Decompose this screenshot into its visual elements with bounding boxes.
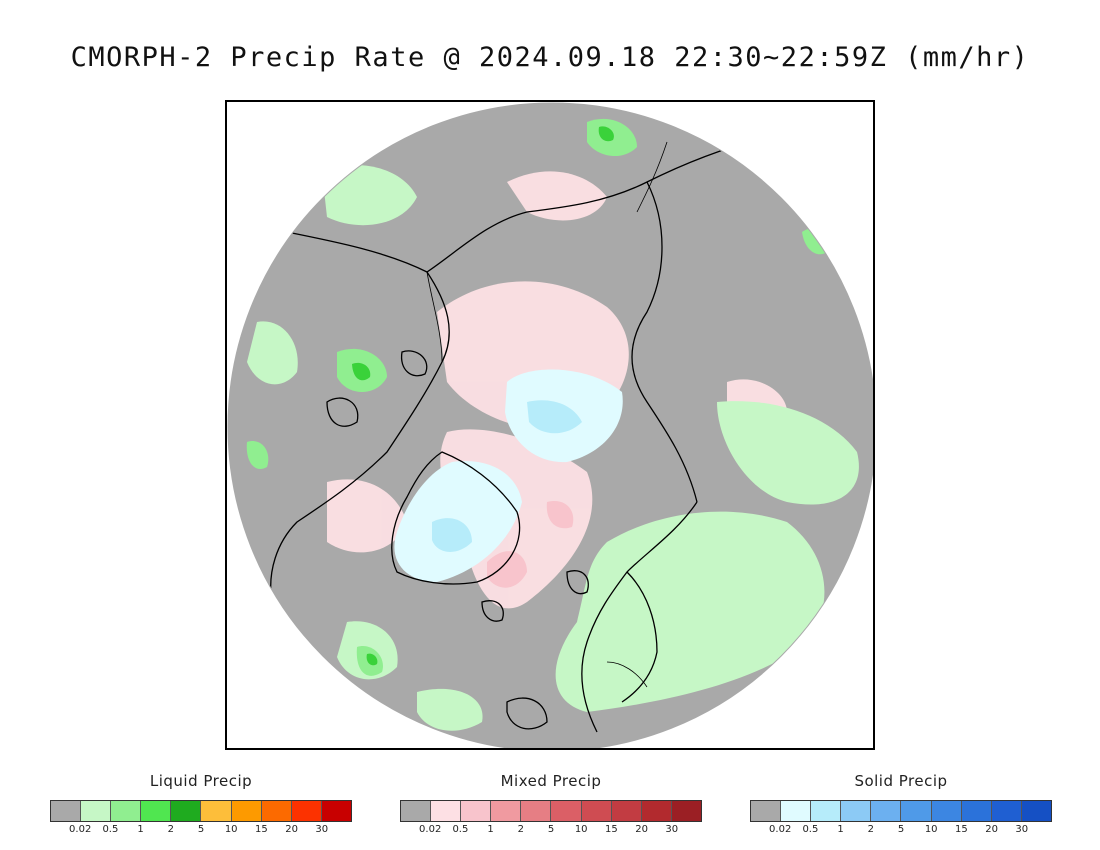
legend-tick-label: 0.5 <box>452 824 469 835</box>
legend-tick-label: 1 <box>837 824 844 835</box>
legend-swatch <box>551 801 582 821</box>
legend-swatch <box>111 801 142 821</box>
legend-tick-label: 10 <box>924 824 938 835</box>
legend-tick-label: 0.5 <box>802 824 819 835</box>
legend-swatch <box>81 801 112 821</box>
legend-tick-label: 0.02 <box>69 824 92 835</box>
legend-swatch <box>51 801 82 821</box>
legend-swatch <box>811 801 842 821</box>
legend-tick-label: 0.5 <box>102 824 119 835</box>
legend-swatch <box>871 801 902 821</box>
legend-swatch <box>321 801 351 821</box>
legend-tick-label: 20 <box>985 824 998 835</box>
legend-mixed-ticks: 0.02 0.5 1 2 5 10 15 20 30 <box>400 824 702 838</box>
liquid-precip-region <box>247 165 859 731</box>
legend-swatch <box>671 801 701 821</box>
legend-tick-label: 30 <box>665 824 679 835</box>
legend-swatch <box>991 801 1022 821</box>
legend-swatch <box>841 801 872 821</box>
legend-tick-label: 5 <box>547 824 555 835</box>
legend-tick-label: 30 <box>1015 824 1029 835</box>
legend-liquid-ticks: 0.02 0.5 1 2 5 10 15 20 30 <box>50 824 352 838</box>
legend-swatch <box>201 801 232 821</box>
mixed-precip-core <box>487 501 574 588</box>
legend-swatch <box>611 801 642 821</box>
legend-tick-label: 20 <box>635 824 648 835</box>
legend-swatch <box>781 801 812 821</box>
liquid-precip-heavy <box>352 126 614 666</box>
legend-swatch <box>171 801 202 821</box>
legend-tick-label: 1 <box>487 824 494 835</box>
coastlines <box>270 136 768 733</box>
polar-map <box>225 100 875 750</box>
legend-swatch <box>431 801 462 821</box>
legend-liquid-title: Liquid Precip <box>149 772 253 790</box>
country-borders <box>426 141 668 688</box>
legend-swatch <box>141 801 172 821</box>
legend-mixed-colorbar <box>400 800 702 822</box>
legend-tick-label: 1 <box>137 824 144 835</box>
legend-solid-ticks: 0.02 0.5 1 2 5 10 15 20 30 <box>750 824 1052 838</box>
legend-swatch <box>931 801 962 821</box>
legend-swatch <box>461 801 492 821</box>
legend-tick-label: 15 <box>605 824 618 835</box>
legend-mixed: Mixed Precip 0.02 0.5 1 2 5 10 15 20 30 <box>400 772 702 838</box>
legend-tick-label: 15 <box>255 824 268 835</box>
legend-swatch <box>261 801 292 821</box>
legend-tick-label: 2 <box>167 824 174 835</box>
legend-tick-label: 10 <box>224 824 238 835</box>
legend-swatch <box>231 801 262 821</box>
legend-tick-label: 5 <box>197 824 205 835</box>
legend-liquid-colorbar <box>50 800 352 822</box>
legend-swatch <box>961 801 992 821</box>
legend-tick-label: 20 <box>285 824 298 835</box>
legend-tick-label: 30 <box>315 824 329 835</box>
legend-tick-label: 2 <box>517 824 524 835</box>
legend-mixed-title: Mixed Precip <box>500 772 602 790</box>
legend-swatch <box>901 801 932 821</box>
legend-swatch <box>751 801 782 821</box>
legend-liquid: Liquid Precip 0.02 0.5 1 2 5 10 15 20 30 <box>50 772 352 838</box>
legend-tick-label: 2 <box>867 824 874 835</box>
legend-solid: Solid Precip 0.02 0.5 1 2 5 10 15 20 30 <box>750 772 1052 838</box>
legend-tick-label: 0.02 <box>769 824 792 835</box>
legend-solid-title: Solid Precip <box>854 772 948 790</box>
legend-swatch <box>491 801 522 821</box>
precip-map-svg <box>227 102 873 748</box>
legend-tick-label: 15 <box>955 824 968 835</box>
legend-solid-colorbar <box>750 800 1052 822</box>
legend-tick-label: 0.02 <box>419 824 442 835</box>
legend-swatch <box>521 801 552 821</box>
solid-precip-core <box>432 400 582 552</box>
legend-swatch <box>1021 801 1051 821</box>
legend-swatch <box>581 801 612 821</box>
legend-swatch <box>401 801 432 821</box>
legend-swatch <box>641 801 672 821</box>
map-title: CMORPH-2 Precip Rate @ 2024.09.18 22:30~… <box>70 42 1030 73</box>
legend-tick-label: 10 <box>574 824 588 835</box>
legend-swatch <box>291 801 322 821</box>
legend-tick-label: 5 <box>897 824 905 835</box>
